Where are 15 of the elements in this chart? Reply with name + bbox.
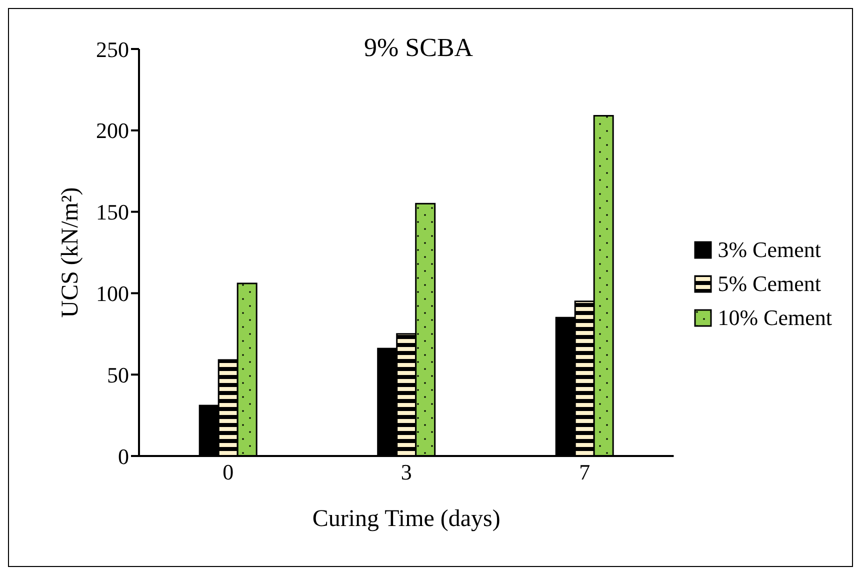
y-tick-label: 150: [96, 200, 129, 225]
y-tick-label: 200: [96, 118, 129, 144]
x-axis-title: Curing Time (days): [312, 506, 500, 532]
chart-title: 9% SCBA: [364, 33, 474, 63]
legend-label: 10% Cement: [718, 304, 832, 330]
x-tick-label: 7: [579, 460, 590, 485]
legend-label: 5% Cement: [718, 270, 821, 296]
y-tick-label: 50: [107, 362, 129, 388]
y-tick-label: 250: [96, 36, 129, 62]
legend-label: 3% Cement: [718, 236, 821, 262]
x-tick-label: 0: [222, 460, 234, 485]
x-tick-label: 3: [400, 460, 412, 485]
y-axis-title: UCS (kN/m²): [58, 187, 84, 318]
y-tick-label: 0: [118, 444, 129, 469]
y-tick-label: 100: [96, 281, 129, 306]
